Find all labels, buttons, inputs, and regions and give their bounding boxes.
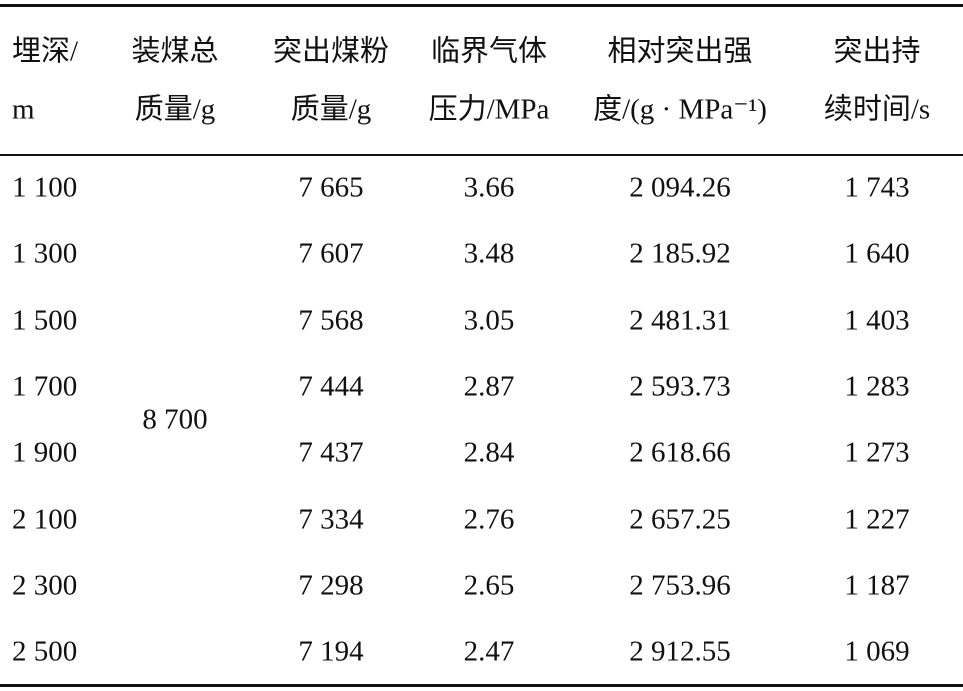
table-cell: 3.05 [463, 304, 515, 337]
table-cell: 1 500 [12, 304, 78, 337]
header-cell: 临界气体 [430, 35, 548, 68]
table-cell: 2.47 [463, 635, 515, 668]
table-cell: 2.65 [463, 569, 515, 602]
table-cell: 7 298 [298, 569, 364, 602]
header-cell: 压力/MPa [428, 93, 550, 126]
table-cell: 2 300 [12, 569, 78, 602]
table-cell: 2 094.26 [629, 171, 731, 204]
table-cell: 3.48 [463, 237, 515, 270]
table-cell: 7 437 [298, 436, 364, 469]
bottom-rule [0, 684, 963, 687]
table-cell: 2 481.31 [629, 304, 731, 337]
table-cell: 1 300 [12, 237, 78, 270]
table-cell: 7 444 [298, 370, 364, 403]
header-cell: 质量/g [134, 93, 216, 126]
table-cell: 2.76 [463, 503, 515, 535]
top-rule [0, 4, 963, 7]
header-cell: 突出持 [833, 35, 921, 68]
table-cell: 1 227 [844, 503, 910, 535]
header-cell: 续时间/s [823, 93, 931, 126]
table-cell: 7 568 [298, 304, 364, 337]
header-cell: 相对突出强 [607, 35, 753, 68]
header-cell: 突出煤粉 [272, 35, 390, 68]
table-cell: 2 593.73 [629, 370, 731, 403]
table-cell: 1 100 [12, 171, 78, 204]
table-cell: 2.84 [463, 436, 515, 469]
table-cell: 7 194 [298, 635, 364, 668]
table-cell: 3.66 [463, 171, 515, 204]
table-cell: 1 273 [844, 436, 910, 469]
table-cell: 2 912.55 [629, 635, 731, 668]
table-cell: 7 607 [298, 237, 364, 270]
table-cell: 1 640 [844, 237, 910, 270]
header-cell: 装煤总 [131, 35, 219, 68]
table-cell: 1 403 [844, 304, 910, 337]
table-cell: 1 743 [844, 171, 910, 204]
table-cell: 7 334 [298, 503, 364, 535]
table-cell: 2 500 [12, 635, 78, 668]
header-cell: m [12, 93, 35, 126]
table-cell: 2 657.25 [629, 503, 731, 535]
header-cell: 埋深/ [12, 35, 79, 68]
table-cell: 2.87 [463, 370, 515, 403]
merged-cell: 8 700 [142, 403, 208, 436]
table-cell: 2 185.92 [629, 237, 731, 270]
table-cell: 1 069 [844, 635, 910, 668]
table-cell: 1 283 [844, 370, 910, 403]
header-cell: 质量/g [290, 93, 372, 126]
table-cell: 2 618.66 [629, 436, 731, 469]
header-cell: 度/(g · MPa⁻¹) [593, 93, 767, 126]
table-cell: 1 700 [12, 370, 78, 403]
table-cell: 1 900 [12, 436, 78, 469]
table-cell: 2 753.96 [629, 569, 731, 602]
header-rule [0, 154, 963, 156]
table-cell: 7 665 [298, 171, 364, 204]
table-cell: 2 100 [12, 503, 78, 535]
table-cell: 1 187 [844, 569, 910, 602]
